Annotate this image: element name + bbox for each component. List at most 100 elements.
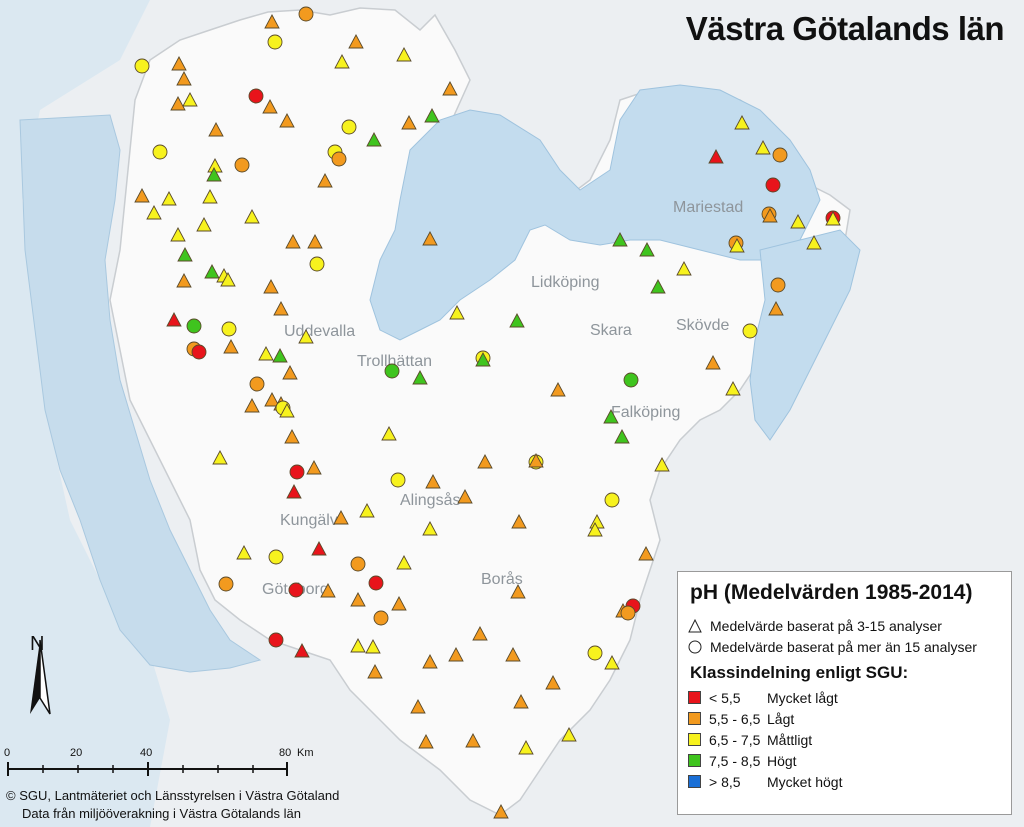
sample-triangle-marker [348, 34, 364, 49]
sample-markers [134, 6, 841, 819]
legend-class-row: < 5,5 Mycket lågt [688, 687, 1001, 708]
sample-triangle-marker [350, 638, 366, 653]
sample-circle-marker [309, 256, 325, 272]
sample-circle-marker [772, 147, 788, 163]
place-label-alingsås: Alingsås [400, 491, 460, 509]
sample-triangle-marker [472, 626, 488, 641]
scalebar [7, 762, 288, 776]
sample-circle-marker [221, 321, 237, 337]
sample-triangle-marker [334, 54, 350, 69]
legend-triangle-label: Medelvärde baserat på 3-15 analyser [710, 617, 942, 634]
sample-triangle-marker [166, 312, 182, 327]
sample-triangle-marker [477, 454, 493, 469]
sample-triangle-marker [170, 96, 186, 111]
sample-triangle-marker [705, 355, 721, 370]
sample-triangle-marker [509, 313, 525, 328]
sample-triangle-marker [367, 664, 383, 679]
sample-triangle-marker [790, 214, 806, 229]
sample-circle-marker [742, 323, 758, 339]
sample-triangle-marker [449, 305, 465, 320]
sample-triangle-marker [410, 699, 426, 714]
sample-triangle-marker [550, 382, 566, 397]
sample-triangle-marker [182, 92, 198, 107]
class-label: Lågt [767, 710, 795, 727]
place-label-skövde: Skövde [676, 317, 729, 334]
sample-triangle-marker [298, 329, 314, 344]
sample-triangle-marker [412, 370, 428, 385]
sample-triangle-marker [284, 429, 300, 444]
sample-circle-marker [248, 88, 264, 104]
sample-triangle-marker [806, 235, 822, 250]
sample-triangle-marker [161, 191, 177, 206]
sample-circle-marker [587, 645, 603, 661]
sample-circle-marker [152, 144, 168, 160]
sample-triangle-marker [223, 339, 239, 354]
sample-triangle-marker [220, 272, 236, 287]
class-swatch-high [688, 754, 701, 767]
sample-triangle-marker [457, 489, 473, 504]
legend-title: pH (Medelvärden 1985-2014) [690, 581, 973, 604]
sample-triangle-marker [513, 694, 529, 709]
lake-vanern [369, 84, 821, 341]
sample-triangle-marker [734, 115, 750, 130]
sample-triangle-marker [545, 675, 561, 690]
sample-circle-marker [620, 605, 636, 621]
sample-triangle-marker [676, 261, 692, 276]
place-label-kungälv: Kungälv [280, 512, 338, 529]
north-arrow-icon [30, 639, 51, 715]
scale-tick-0: 0 [4, 747, 11, 759]
sample-circle-marker [341, 119, 357, 135]
sample-triangle-marker [638, 546, 654, 561]
sea-west [19, 114, 262, 673]
sample-triangle-marker [311, 541, 327, 556]
sample-triangle-marker [264, 14, 280, 29]
sample-circle-marker [234, 157, 250, 173]
place-label-trollhättan: Trollhättan [357, 353, 432, 370]
sample-triangle-marker [587, 522, 603, 537]
scale-tick-40: 40 [140, 747, 153, 759]
sample-triangle-marker [755, 140, 771, 155]
sample-circle-marker [384, 363, 400, 379]
sample-triangle-marker [333, 510, 349, 525]
sample-triangle-marker [448, 647, 464, 662]
class-swatch-very-low [688, 691, 701, 704]
class-range: 5,5 - 6,5 [709, 710, 761, 727]
sample-triangle-marker [381, 426, 397, 441]
sample-circle-marker [288, 582, 304, 598]
sample-triangle-marker [146, 205, 162, 220]
sample-triangle-marker [307, 234, 323, 249]
sample-triangle-marker [725, 381, 741, 396]
place-label-falköping: Falköping [611, 404, 680, 421]
legend-class-row: 6,5 - 7,5 Måttligt [688, 729, 1001, 750]
place-label-borås: Borås [481, 570, 523, 588]
sample-triangle-marker [612, 232, 628, 247]
sample-triangle-marker [177, 247, 193, 262]
sample-circle-marker [289, 464, 305, 480]
sample-triangle-marker [418, 734, 434, 749]
class-range: 7,5 - 8,5 [709, 752, 761, 769]
sample-triangle-marker [424, 108, 440, 123]
place-label-skara: Skara [590, 322, 632, 339]
sample-triangle-marker [317, 173, 333, 188]
sample-triangle-marker [286, 484, 302, 499]
sample-circle-marker [191, 344, 207, 360]
sample-triangle-marker [603, 409, 619, 424]
sample-circle-marker [268, 549, 284, 565]
sample-triangle-marker [708, 149, 724, 164]
sample-triangle-marker [273, 301, 289, 316]
sample-circle-marker [373, 610, 389, 626]
sample-triangle-marker [262, 99, 278, 114]
sample-triangle-marker [244, 398, 260, 413]
triangle-symbol-icon [688, 618, 702, 632]
class-range: 6,5 - 7,5 [709, 731, 761, 748]
sample-triangle-marker [528, 453, 544, 468]
sample-triangle-marker [401, 115, 417, 130]
sample-triangle-marker [561, 727, 577, 742]
sample-circle-marker [604, 492, 620, 508]
sample-triangle-marker [359, 503, 375, 518]
sample-triangle-marker [762, 208, 778, 223]
sample-triangle-marker [134, 188, 150, 203]
sample-triangle-marker [204, 264, 220, 279]
legend-circle-label: Medelvärde baserat på mer än 15 analyser [710, 638, 977, 655]
class-label: Högt [767, 752, 797, 769]
